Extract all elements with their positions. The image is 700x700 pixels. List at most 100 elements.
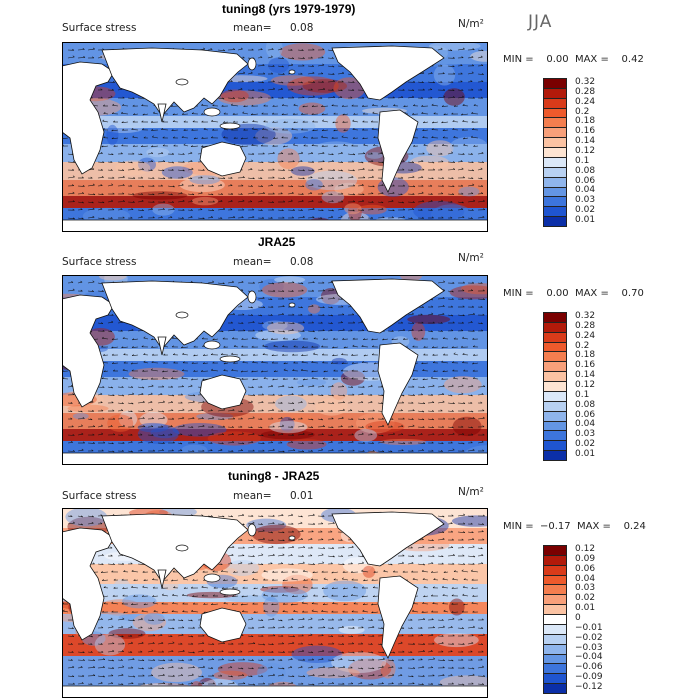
- land-mass: [62, 685, 488, 698]
- colorbar-label: 0.16: [575, 360, 596, 371]
- land-mass: [101, 47, 249, 117]
- mean-label: mean=: [233, 256, 272, 268]
- colorbar-label: −0.06: [575, 662, 603, 673]
- colorbar-label: 0.09: [575, 553, 596, 564]
- island: [175, 544, 189, 552]
- field-label: Surface stress: [62, 256, 137, 268]
- colorbar-label: 0.16: [575, 126, 596, 137]
- colorbar-label: −0.01: [575, 622, 603, 633]
- colorbar-label: −0.09: [575, 672, 603, 683]
- colorbar-label: 0.12: [575, 146, 596, 156]
- colorbar: 0.32 0.28 0.24 0.2 0.18 0.16 0.14 0.12 0.1 0.08 0.…: [543, 311, 595, 461]
- island: [288, 535, 296, 541]
- colorbar-label: 0.24: [575, 96, 596, 107]
- units-label: N/m²: [458, 252, 484, 264]
- colorbar-label: 0.32: [575, 310, 596, 321]
- island: [288, 69, 296, 75]
- land-mass: [377, 342, 419, 426]
- island: [203, 340, 221, 350]
- panel-title: tuning8 - JRA25: [228, 469, 320, 483]
- land-mass: [101, 280, 249, 350]
- land-mass: [199, 607, 247, 643]
- minmax-label: MIN = −0.17 MAX = 0.24: [503, 521, 646, 532]
- map-frame: [62, 42, 488, 232]
- colorbar-label: 0.02: [575, 205, 596, 216]
- mean-value: 0.08: [290, 22, 314, 34]
- colorbar-label: 0.14: [575, 370, 596, 381]
- colorbar-label: 0.18: [575, 350, 596, 361]
- island: [219, 588, 241, 596]
- land-mass: [62, 61, 115, 175]
- mean-label: mean=: [233, 490, 272, 502]
- map-frame: [62, 275, 488, 465]
- colorbar-label: 0.28: [575, 320, 596, 331]
- colorbar-label: −0.02: [575, 632, 603, 643]
- field-label: Surface stress: [62, 490, 137, 502]
- season-label: JJA: [528, 12, 553, 32]
- colorbar-label: 0.32: [575, 76, 596, 87]
- colorbar-label: −0.12: [575, 682, 603, 693]
- map-frame: [62, 508, 488, 698]
- mean-value: 0.01: [290, 490, 314, 502]
- colorbar-label: 0.06: [575, 409, 596, 420]
- colorbar-swatch: [543, 450, 567, 461]
- land-mass: [62, 452, 488, 465]
- colorbar-label: 0.2: [575, 106, 590, 117]
- colorbar-label: 0: [575, 613, 581, 623]
- colorbar-label: 0.24: [575, 330, 596, 341]
- land-mass: [331, 511, 445, 567]
- land-mass: [331, 278, 445, 334]
- island: [247, 523, 257, 537]
- colorbar-label: 0.04: [575, 573, 596, 584]
- land-mass: [157, 103, 167, 123]
- stress-map: [62, 508, 488, 698]
- colorbar-label: 0.18: [575, 116, 596, 127]
- land-mass: [377, 109, 419, 193]
- minmax-label: MIN = 0.00 MAX = 0.42: [503, 54, 644, 65]
- field-label: Surface stress: [62, 22, 137, 34]
- colorbar-label: 0.03: [575, 429, 596, 440]
- colorbar-label: 0.01: [575, 603, 596, 614]
- colorbar-label: 0.02: [575, 439, 596, 450]
- colorbar-label: 0.08: [575, 165, 596, 176]
- colorbar-label: 0.04: [575, 185, 596, 196]
- mean-value: 0.08: [290, 256, 314, 268]
- colorbar-label: 0.1: [575, 155, 590, 166]
- island: [203, 573, 221, 583]
- colorbar-label: 0.01: [575, 215, 596, 226]
- colorbar-label: 0.03: [575, 583, 596, 594]
- land-mass: [331, 45, 445, 101]
- units-label: N/m²: [458, 18, 484, 30]
- land-mass: [62, 219, 488, 232]
- minmax-label: MIN = 0.00 MAX = 0.70: [503, 288, 644, 299]
- colorbar-swatch: [543, 683, 567, 694]
- island: [219, 355, 241, 363]
- island: [247, 57, 257, 71]
- colorbar-swatch: [543, 216, 567, 227]
- island: [175, 311, 189, 319]
- island: [247, 290, 257, 304]
- land-mass: [377, 575, 419, 659]
- colorbar-label: 0.12: [575, 380, 596, 390]
- colorbar: 0.32 0.28 0.24 0.2 0.18 0.16 0.14 0.12 0.1 0.08 0.…: [543, 77, 595, 227]
- colorbar-label: 0.14: [575, 136, 596, 147]
- colorbar-label: 0.28: [575, 86, 596, 97]
- land-mass: [157, 569, 167, 589]
- colorbar-label: 0.12: [575, 543, 596, 554]
- colorbar-label: −0.03: [575, 642, 603, 653]
- colorbar-label: 0.1: [575, 389, 590, 400]
- island: [219, 122, 241, 130]
- land-mass: [199, 374, 247, 410]
- land-mass: [62, 294, 115, 408]
- colorbar-label: 0.01: [575, 449, 596, 460]
- mean-label: mean=: [233, 22, 272, 34]
- colorbar-label: 0.04: [575, 419, 596, 430]
- island: [175, 78, 189, 86]
- colorbar-label: 0.08: [575, 399, 596, 410]
- panel-title: JRA25: [258, 235, 296, 249]
- stress-map: [62, 42, 488, 232]
- colorbar: 0.12 0.09 0.06 0.04 0.03 0.02 0.01 0 −0.01 −0.02−…: [543, 544, 603, 694]
- colorbar-label: 0.03: [575, 195, 596, 206]
- colorbar-label: 0.06: [575, 175, 596, 186]
- panel-title: tuning8 (yrs 1979-1979): [222, 2, 356, 16]
